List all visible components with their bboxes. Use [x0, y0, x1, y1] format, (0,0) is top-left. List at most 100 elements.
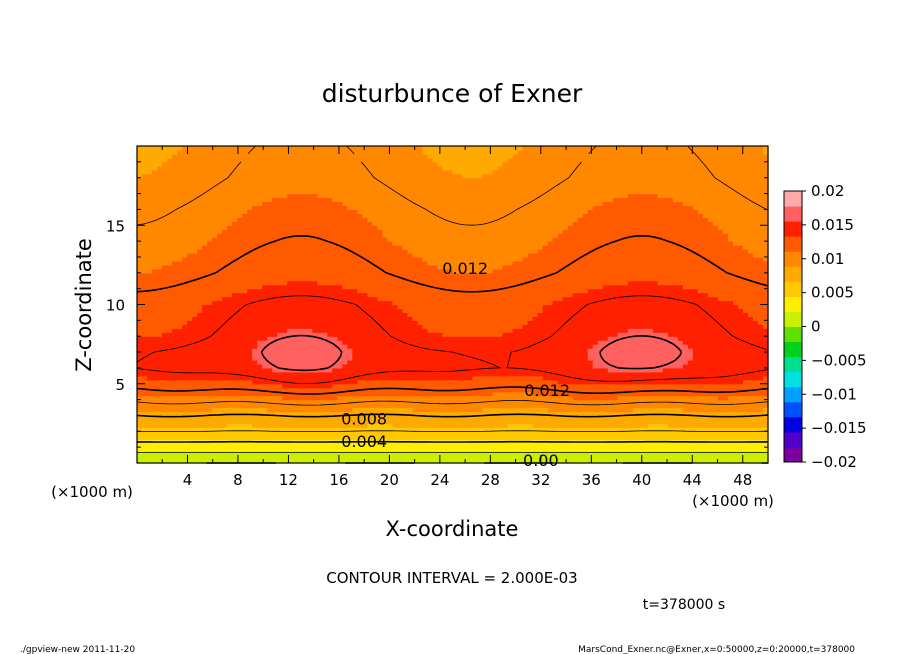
contour-cell — [257, 336, 263, 341]
contour-cell — [237, 233, 243, 238]
contour-cell — [327, 217, 333, 222]
contour-cell — [287, 443, 293, 448]
contour-cell — [242, 169, 248, 175]
contour-cell — [197, 411, 203, 417]
contour-cell — [262, 391, 268, 397]
contour-cell — [222, 459, 228, 464]
contour-cell — [337, 205, 343, 210]
contour-cell — [197, 371, 203, 377]
contour-cell — [227, 169, 233, 175]
contour-cell — [397, 181, 404, 187]
contour-cell — [362, 209, 368, 214]
contour-cell — [327, 431, 333, 436]
contour-cell — [187, 459, 193, 464]
contour-cell — [157, 209, 163, 214]
contour-cell — [292, 161, 298, 167]
contour-cell — [137, 225, 143, 230]
contour-cell — [257, 272, 263, 278]
contour-cell — [422, 292, 429, 298]
contour-cell — [147, 157, 153, 163]
contour-cell — [397, 356, 404, 361]
contour-cell — [432, 459, 439, 464]
contour-cell — [347, 157, 353, 163]
contour-cell — [442, 280, 449, 286]
contour-cell — [432, 241, 439, 246]
contour-cell — [277, 415, 283, 421]
contour-cell — [437, 225, 444, 230]
contour-cell — [247, 300, 253, 306]
contour-cell — [222, 407, 228, 413]
contour-cell — [402, 459, 409, 464]
contour-cell — [372, 201, 378, 207]
contour-cell — [312, 348, 318, 353]
contour-cell — [182, 169, 188, 175]
contour-cell — [357, 320, 363, 325]
contour-cell — [137, 157, 143, 163]
contour-cell — [297, 308, 303, 314]
contour-cell — [232, 268, 238, 274]
contour-cell — [397, 177, 404, 183]
contour-cell — [197, 391, 203, 397]
contour-cell — [167, 363, 173, 369]
contour-cell — [277, 260, 283, 266]
contour-cell — [387, 165, 394, 171]
contour-cell — [357, 272, 363, 278]
contour-cell — [407, 280, 414, 286]
contour-cell — [397, 375, 404, 381]
contour-cell — [262, 324, 268, 329]
contour-cell — [237, 264, 243, 270]
contour-cell — [387, 447, 394, 452]
contour-cell — [162, 411, 168, 417]
contour-cell — [137, 217, 143, 222]
contour-cell — [202, 316, 208, 321]
contour-cell — [262, 225, 268, 230]
contour-cell — [422, 352, 429, 357]
contour-cell — [257, 264, 263, 270]
contour-cell — [247, 268, 253, 274]
contour-cell — [352, 161, 358, 167]
contour-cell — [382, 256, 388, 262]
contour-cell — [202, 459, 208, 464]
contour-cell — [272, 181, 278, 187]
contour-cell — [207, 256, 213, 262]
contour-cell — [207, 205, 213, 210]
contour-cell — [177, 395, 183, 401]
contour-cell — [197, 304, 203, 310]
contour-cell — [372, 407, 378, 413]
contour-cell — [167, 316, 173, 321]
contour-cell — [322, 451, 328, 456]
contour-cell — [367, 340, 373, 345]
contour-cell — [212, 316, 218, 321]
contour-cell — [192, 173, 198, 179]
contour-cell — [397, 411, 404, 417]
contour-cell — [387, 383, 394, 389]
contour-cell — [157, 146, 163, 151]
contour-cell — [272, 304, 278, 310]
contour-cell — [402, 455, 409, 460]
contour-cell — [432, 383, 439, 389]
contour-cell — [422, 459, 429, 464]
contour-cell — [262, 181, 268, 187]
contour-cell — [302, 229, 308, 234]
contour-cell — [352, 268, 358, 274]
contour-cell — [192, 237, 198, 242]
contour-cell — [197, 233, 203, 238]
contour-cell — [162, 332, 168, 337]
contour-cell — [327, 383, 333, 389]
contour-cell — [232, 165, 238, 171]
contour-cell — [297, 451, 303, 456]
contour-cell — [387, 280, 394, 286]
contour-cell — [257, 363, 263, 369]
contour-cell — [152, 371, 158, 377]
contour-cell — [422, 146, 429, 151]
contour-cell — [297, 280, 303, 286]
contour-cell — [427, 403, 434, 409]
contour-cell — [237, 241, 243, 246]
contour-cell — [407, 284, 414, 290]
contour-cell — [152, 407, 158, 413]
contour-cell — [422, 431, 429, 436]
contour-cell — [397, 272, 404, 278]
contour-cell — [352, 352, 358, 357]
contour-cell — [227, 455, 233, 460]
contour-cell — [167, 407, 173, 413]
